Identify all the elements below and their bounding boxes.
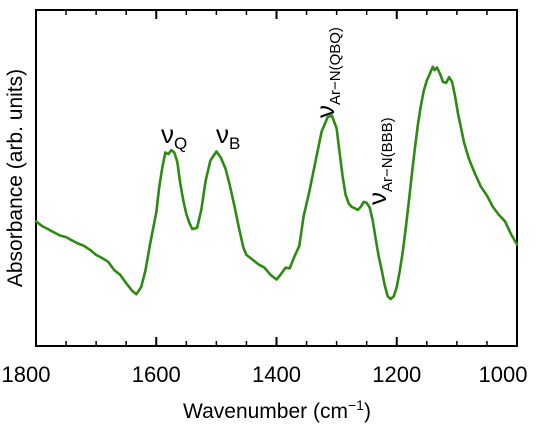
x-axis-ticks (35, 10, 518, 346)
annotation-nu-ar-n-bbb: νAr−N(BBB) (362, 117, 396, 205)
x-axis-tick-labels: 1800 1600 1400 1200 1000 (2, 362, 528, 387)
x-axis-title: Wavenumber (cm−1) (183, 397, 371, 423)
y-axis-title: Absorbance (arb. units) (4, 69, 27, 287)
annotation-nu-b: νB (216, 119, 240, 153)
x-tick-label: 1800 (2, 362, 51, 387)
x-tick-label: 1000 (479, 362, 528, 387)
plot-frame (35, 9, 518, 347)
x-tick-label: 1600 (132, 362, 181, 387)
absorbance-line (34, 65, 519, 301)
x-tick-label: 1400 (252, 362, 301, 387)
annotation-nu-q: νQ (161, 119, 187, 153)
annotation-nu-ar-n-qbq: νAr−N(QBQ) (310, 27, 344, 118)
x-tick-label: 1200 (372, 362, 421, 387)
